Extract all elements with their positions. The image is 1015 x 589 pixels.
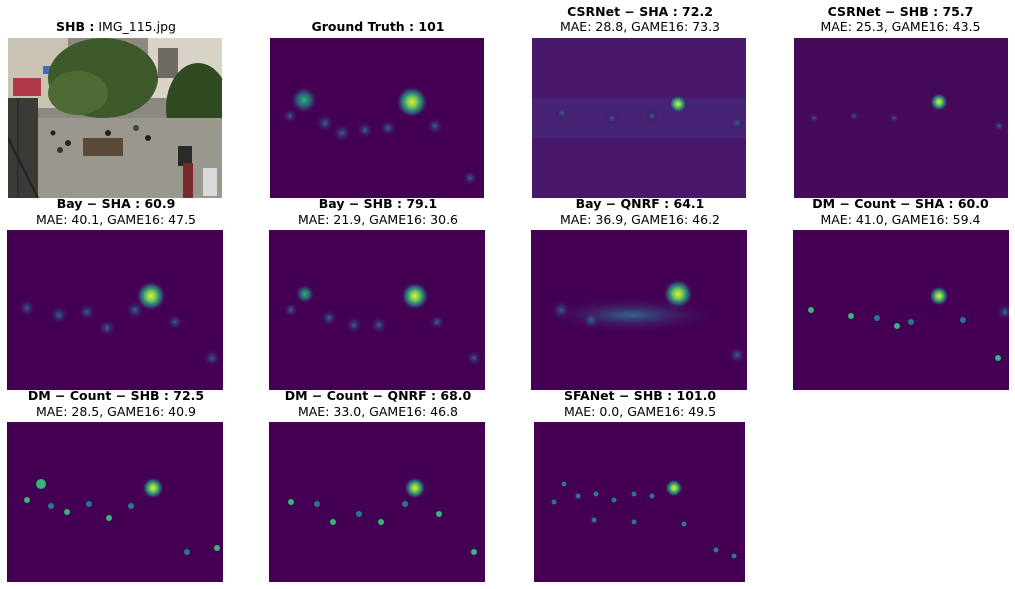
title-bold: DM − Count − SHB : 72.5 [27, 388, 205, 403]
panel-subtitle: MAE: 41.0, GAME16: 59.4 [820, 212, 981, 227]
panel-bay-qnrf: Bay − QNRF : 64.1 MAE: 36.9, GAME16: 46.… [524, 196, 756, 392]
panel-sfanet-shb: SFANet − SHB : 101.0 MAE: 0.0, GAME16: 4… [524, 388, 756, 584]
title-bold: SHB : [56, 19, 95, 34]
panel-subtitle: MAE: 28.8, GAME16: 73.3 [559, 19, 721, 34]
title-bold: CSRNet − SHB : 75.7 [827, 4, 974, 19]
panel-dm-count-sha: DM − Count − SHA : 60.0 MAE: 41.0, GAME1… [786, 196, 1015, 392]
panel-csrnet-sha: CSRNet − SHA : 72.2 MAE: 28.8, GAME16: 7… [524, 0, 756, 200]
density-map [269, 422, 485, 582]
density-map [793, 230, 1009, 390]
density-map [7, 422, 223, 582]
panel-title: CSRNet − SHB : 75.7 [786, 4, 1015, 19]
title-bold: DM − Count − QNRF : 68.0 [284, 388, 472, 403]
panel-title: SHB : IMG_115.jpg [0, 19, 232, 34]
panel-title: CSRNet − SHA : 72.2 [524, 4, 756, 19]
panel-title: DM − Count − SHB : 72.5 [0, 388, 232, 403]
panel-title: SFANet − SHB : 101.0 [524, 388, 756, 403]
crowd-photo [8, 38, 222, 198]
panel-bay-shb: Bay − SHB : 79.1 MAE: 21.9, GAME16: 30.6 [262, 196, 494, 392]
density-map [531, 230, 747, 390]
title-bold: DM − Count − SHA : 60.0 [812, 196, 989, 211]
panel-dm-count-shb: DM − Count − SHB : 72.5 MAE: 28.5, GAME1… [0, 388, 232, 584]
title-bold: SFANet − SHB : 101.0 [563, 388, 717, 403]
panel-bay-sha: Bay − SHA : 60.9 MAE: 40.1, GAME16: 47.5 [0, 196, 232, 392]
density-map [794, 38, 1008, 198]
panel-subtitle: MAE: 0.0, GAME16: 49.5 [563, 404, 717, 419]
panel-ground-truth: Ground Truth : 101 [262, 0, 494, 200]
panel-title: Ground Truth : 101 [262, 19, 494, 34]
title-bold: CSRNet − SHA : 72.2 [567, 4, 713, 19]
density-map [534, 422, 745, 582]
panel-subtitle: MAE: 36.9, GAME16: 46.2 [559, 212, 721, 227]
title-bold: Bay − QNRF : 64.1 [575, 196, 705, 211]
panel-subtitle: MAE: 28.5, GAME16: 40.9 [35, 404, 197, 419]
title-bold: Bay − SHA : 60.9 [56, 196, 176, 211]
panel-input-image: SHB : IMG_115.jpg [0, 0, 232, 200]
density-map [532, 38, 746, 198]
panel-subtitle: MAE: 25.3, GAME16: 43.5 [820, 19, 981, 34]
panel-subtitle: MAE: 33.0, GAME16: 46.8 [297, 404, 459, 419]
panel-title: DM − Count − QNRF : 68.0 [262, 388, 494, 403]
panel-title: Bay − QNRF : 64.1 [524, 196, 756, 211]
panel-title: Bay − SHB : 79.1 [262, 196, 494, 211]
panel-subtitle: MAE: 40.1, GAME16: 47.5 [35, 212, 197, 227]
title-rest: IMG_115.jpg [94, 19, 176, 34]
panel-title: DM − Count − SHA : 60.0 [786, 196, 1015, 211]
density-map [269, 230, 485, 390]
title-bold: Bay − SHB : 79.1 [318, 196, 438, 211]
panel-title: Bay − SHA : 60.9 [0, 196, 232, 211]
panel-subtitle: MAE: 21.9, GAME16: 30.6 [297, 212, 459, 227]
panel-csrnet-shb: CSRNet − SHB : 75.7 MAE: 25.3, GAME16: 4… [786, 0, 1015, 200]
panel-dm-count-qnrf: DM − Count − QNRF : 68.0 MAE: 33.0, GAME… [262, 388, 494, 584]
title-bold: Ground Truth : 101 [311, 19, 445, 34]
density-map [7, 230, 223, 390]
density-map [270, 38, 484, 198]
